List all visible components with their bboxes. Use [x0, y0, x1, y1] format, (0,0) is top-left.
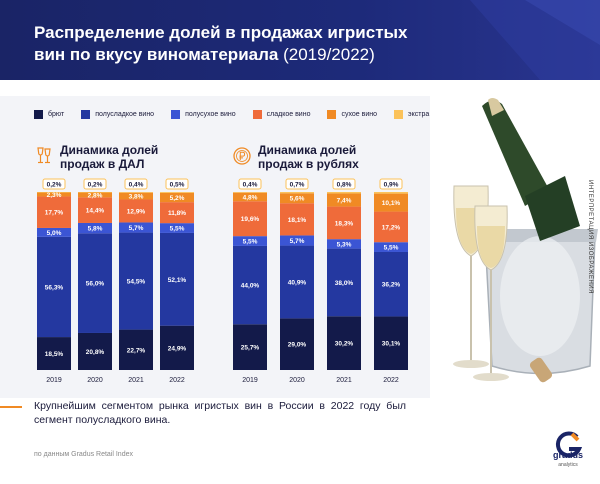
legend-label: сухое вино [341, 110, 378, 118]
legend-swatch [394, 109, 404, 119]
conclusion-text: Крупнейшим сегментом рынка игристых вин … [34, 400, 406, 426]
page-title: Распределение долей в продажах игристых … [34, 22, 434, 66]
chart-1-title-line-1: Динамика долей [60, 143, 159, 157]
logo-subtitle: analytics [558, 462, 578, 468]
legend-item: экстра брют [394, 109, 448, 119]
chart-2-title-line-1: Динамика долей [258, 143, 357, 157]
gradus-logo-icon [555, 431, 583, 458]
legend-label: полусухое вино [185, 110, 236, 118]
legend-swatch [327, 109, 337, 119]
legend-swatch [171, 109, 181, 119]
legend-item: сухое вино [327, 109, 378, 119]
accent-line [0, 406, 22, 408]
legend-swatch [34, 109, 43, 119]
logo-name: gradus [552, 450, 583, 460]
side-vertical-text: ИНТЕРПРЕТАЦИЯ ИЗОБРАЖЕНИЯ [587, 180, 593, 294]
legend-item: сладкое вино [252, 109, 311, 119]
legend-swatch [81, 109, 91, 119]
legend: брют полусладкое вино полусухое вино сладко… [34, 107, 464, 121]
chart-2-title: Динамика долей продаж в рублях [258, 143, 359, 171]
legend-item: полусухое вино [171, 109, 236, 119]
champagne-photo [430, 96, 600, 396]
title-line-1: Распределение долей в продажах игристых [34, 23, 408, 42]
chart-1-title: Динамика долей продаж в ДАЛ [60, 143, 158, 171]
header-decoration [470, 0, 600, 80]
source-note: по данным Gradus Retail Index [34, 451, 133, 458]
title-line-2: вин по вкусу виноматериала [34, 45, 279, 64]
legend-label: полусладкое вино [95, 110, 155, 118]
legend-label: сладкое вино [266, 110, 311, 118]
chart-2-title-line-2: продаж в рублях [258, 157, 359, 171]
legend-label: брют [48, 110, 65, 118]
header-banner [0, 0, 600, 80]
legend-item: брют [34, 109, 65, 119]
title-years: (2019/2022) [283, 45, 375, 64]
chart-1-title-line-2: продаж в ДАЛ [60, 157, 145, 171]
charts-panel [0, 96, 430, 398]
ruble-coin-icon [233, 147, 251, 165]
legend-label: экстра брют [408, 110, 448, 118]
champagne-glasses-icon [37, 147, 51, 164]
legend-swatch [252, 109, 262, 119]
legend-item: полусладкое вино [81, 109, 155, 119]
